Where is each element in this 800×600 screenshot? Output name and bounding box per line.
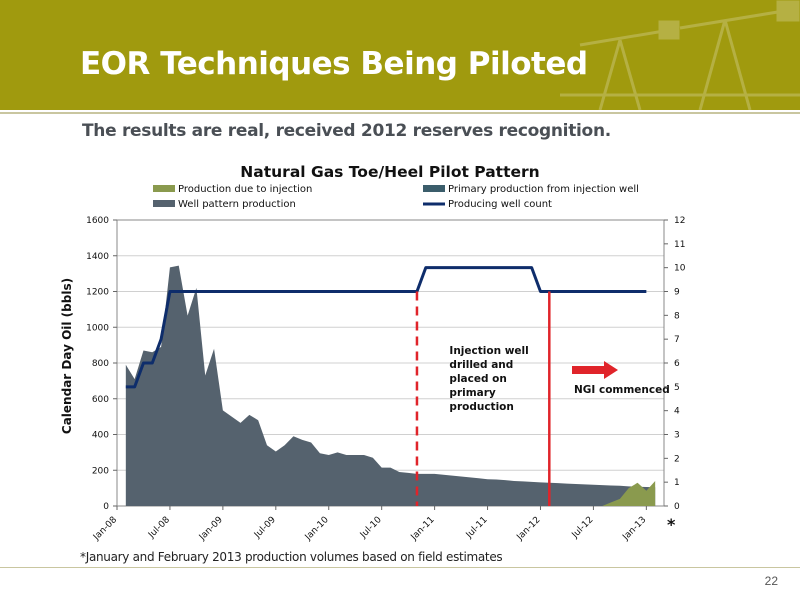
x-tick-label: Jan-08: [91, 515, 119, 543]
arrow-right-icon: [572, 361, 618, 379]
production-chart: Natural Gas Toe/Heel Pilot Pattern Produ…: [60, 163, 686, 543]
marker-label-line: Injection well: [449, 345, 528, 357]
page-number: 22: [764, 574, 778, 588]
y-axis-label: Calendar Day Oil (bbls): [60, 278, 74, 434]
marker-label-line: production: [449, 401, 513, 413]
marker-label-line: placed on: [449, 373, 506, 385]
legend-label-due-to-injection: Production due to injection: [178, 184, 312, 195]
y2-tick-label: 4: [674, 407, 680, 417]
series-area-well-pattern-production: [125, 265, 656, 506]
x-tick-label: Jul-08: [146, 515, 172, 541]
slide-subtitle: The results are real, received 2012 rese…: [82, 121, 611, 141]
legend-swatch-due-to-injection: [153, 185, 175, 192]
pumpjack-silhouettes-icon: [560, 0, 800, 110]
y2-tick-label: 11: [674, 240, 685, 250]
legend-swatch-well-pattern: [153, 200, 175, 207]
footer-divider: [0, 567, 800, 568]
legend-label-well-count: Producing well count: [448, 199, 552, 210]
series-area-production-due-to-injection: [602, 480, 656, 506]
marker-label-injection-well: Injection well drilled and placed on primar…: [449, 345, 528, 413]
y-tick-label: 400: [92, 431, 109, 441]
y2-tick-label: 2: [674, 454, 680, 464]
chart-title: Natural Gas Toe/Heel Pilot Pattern: [240, 163, 539, 181]
legend-label-primary-injection: Primary production from injection well: [448, 184, 639, 195]
y2-tick-label: 6: [674, 359, 680, 369]
x-tick-label: Jan-10: [303, 515, 331, 543]
y-tick-label: 1200: [86, 288, 109, 298]
x-tick-label: Jul-11: [464, 515, 490, 541]
y-tick-label: 800: [92, 359, 109, 369]
marker-label-line: drilled and: [449, 359, 513, 371]
y-tick-label: 0: [103, 502, 109, 512]
header-divider: [0, 112, 800, 114]
y2-tick-label: 9: [674, 288, 680, 298]
x-tick-label: Jan-11: [409, 515, 437, 543]
marker-label-ngi-commenced: NGI commenced: [574, 384, 670, 396]
y-tick-label: 1000: [86, 323, 109, 333]
x-tick-label: Jan-12: [515, 515, 543, 543]
chart-legend: Production due to injection Primary prod…: [153, 184, 639, 210]
x-tick-label: Jul-10: [358, 515, 384, 541]
x-tick-label: Jul-09: [252, 515, 278, 541]
y2-tick-label: 7: [674, 335, 680, 345]
y-tick-label: 600: [92, 395, 109, 405]
y-tick-label: 1600: [86, 216, 109, 226]
y-tick-label: 1400: [86, 252, 109, 262]
x-tick-label: Jul-12: [570, 515, 596, 541]
x-tick-label: Jan-13: [620, 515, 648, 543]
slide-title: EOR Techniques Being Piloted: [80, 46, 588, 82]
header-banner: EOR Techniques Being Piloted: [0, 0, 800, 110]
legend-swatch-primary-injection: [423, 185, 445, 192]
y2-tick-label: 12: [674, 216, 685, 226]
y2-tick-label: 8: [674, 311, 680, 321]
area-layer: [125, 265, 656, 506]
asterisk-note: *: [667, 515, 676, 534]
y2-tick-label: 5: [674, 383, 680, 393]
x-tick-label: Jan-09: [197, 515, 225, 543]
legend-label-well-pattern: Well pattern production: [178, 199, 296, 210]
marker-layer: Injection well drilled and placed on primar…: [415, 291, 670, 506]
y2-tick-label: 0: [674, 502, 680, 512]
series-line-producing-well-count: [125, 266, 647, 389]
line-layer: [125, 266, 647, 389]
y2-tick-label: 1: [674, 478, 680, 488]
y-tick-label: 200: [92, 466, 109, 476]
marker-label-line: primary: [449, 387, 495, 399]
y2-tick-label: 3: [674, 431, 680, 441]
y2-tick-label: 10: [674, 264, 686, 274]
footnote: *January and February 2013 production vo…: [80, 550, 503, 564]
